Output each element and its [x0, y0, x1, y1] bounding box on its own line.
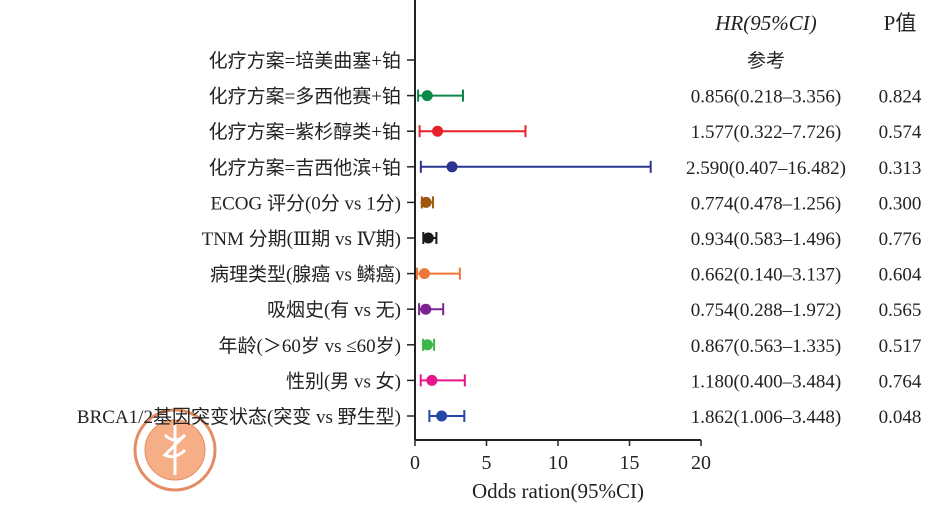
x-tick-label: 20 [691, 452, 711, 474]
row-label: BRCA1/2基因突变状态(突变 vs 野生型) [77, 406, 401, 428]
forest-row: TNM 分期(Ⅲ期 vs Ⅳ期) 0.934(0.583–1.496) 0.776 [202, 228, 922, 250]
hr-ci-text: 0.867(0.563–1.335) [691, 336, 841, 357]
p-value: 0.300 [879, 193, 922, 214]
or-point [418, 268, 430, 280]
hr-ci-text: 参考 [747, 50, 785, 72]
forest-row: 吸烟史(有 vs 无) 0.754(0.288–1.972) 0.565 [267, 299, 921, 321]
row-label: 化疗方案=多西他赛+铂 [209, 86, 401, 108]
forest-row: 年龄(＞60岁 vs ≤60岁) 0.867(0.563–1.335) 0.517 [219, 335, 922, 357]
hr-ci-text: 1.577(0.322–7.726) [691, 122, 841, 143]
row-label: ECOG 评分(0分 vs 1分) [210, 192, 401, 214]
p-value: 0.313 [879, 158, 922, 179]
hr-ci-text: 2.590(0.407–16.482) [686, 158, 846, 179]
forest-row: ECOG 评分(0分 vs 1分) 0.774(0.478–1.256) 0.300 [210, 192, 921, 214]
x-axis-label: Odds ration(95%CI) [472, 479, 644, 503]
p-value: 0.565 [879, 300, 922, 321]
hr-ci-text: 0.934(0.583–1.496) [691, 229, 841, 250]
p-value: 0.517 [879, 336, 922, 357]
p-value: 0.764 [879, 371, 922, 392]
hr-header: HR(95%CI) [714, 11, 816, 35]
p-value: 0.048 [879, 407, 922, 428]
forest-row: 性别(男 vs 女) 1.180(0.400–3.484) 0.764 [286, 370, 922, 392]
watermark-logo [133, 408, 217, 492]
x-tick-label: 10 [548, 452, 568, 474]
or-point [420, 196, 432, 208]
row-label: 年龄(＞60岁 vs ≤60岁) [219, 335, 401, 357]
forest-row: 化疗方案=培美曲塞+铂 参考 [209, 50, 785, 72]
or-point [422, 232, 434, 244]
or-point [432, 125, 444, 137]
forest-row: BRCA1/2基因突变状态(突变 vs 野生型) 1.862(1.006–3.44… [77, 406, 921, 428]
or-point [421, 339, 433, 351]
p-value: 0.604 [879, 265, 922, 286]
or-point [446, 161, 458, 173]
row-label: 性别(男 vs 女) [286, 370, 401, 392]
hr-ci-text: 0.662(0.140–3.137) [691, 265, 841, 286]
forest-row: 化疗方案=紫杉醇类+铂 1.577(0.322–7.726) 0.574 [209, 121, 922, 143]
p-header: P值 [884, 11, 917, 35]
p-value: 0.776 [879, 229, 922, 250]
forest-row: 病理类型(腺癌 vs 鳞癌) 0.662(0.140–3.137) 0.604 [210, 264, 922, 286]
row-label: 化疗方案=培美曲塞+铂 [209, 50, 401, 72]
hr-ci-text: 0.754(0.288–1.972) [691, 300, 841, 321]
or-point [426, 374, 438, 386]
x-tick-label: 0 [410, 452, 420, 474]
hr-ci-text: 1.862(1.006–3.448) [691, 407, 841, 428]
row-label: TNM 分期(Ⅲ期 vs Ⅳ期) [202, 228, 401, 250]
hr-ci-text: 1.180(0.400–3.484) [691, 371, 841, 392]
row-label: 化疗方案=紫杉醇类+铂 [209, 121, 401, 143]
row-label: 化疗方案=吉西他滨+铂 [209, 157, 401, 179]
hr-ci-text: 0.856(0.218–3.356) [691, 87, 841, 108]
forest-row: 化疗方案=多西他赛+铂 0.856(0.218–3.356) 0.824 [209, 86, 922, 108]
hr-ci-text: 0.774(0.478–1.256) [691, 193, 841, 214]
forest-row: 化疗方案=吉西他滨+铂 2.590(0.407–16.482) 0.313 [209, 157, 922, 179]
or-point [420, 303, 432, 315]
row-label: 病理类型(腺癌 vs 鳞癌) [210, 264, 401, 286]
p-value: 0.574 [879, 122, 922, 143]
p-value: 0.824 [879, 87, 922, 108]
or-point [436, 410, 448, 422]
row-label: 吸烟史(有 vs 无) [267, 299, 401, 321]
x-tick-label: 15 [620, 452, 640, 474]
or-point [421, 90, 433, 102]
x-tick-label: 5 [482, 452, 492, 474]
